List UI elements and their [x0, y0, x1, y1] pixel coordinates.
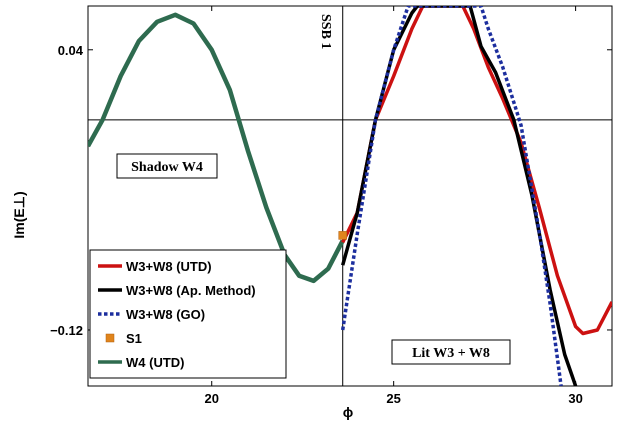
ssb-annotation: SSB 1	[318, 14, 333, 49]
legend-label: S1	[126, 331, 142, 346]
legend-marker	[105, 333, 115, 343]
s1-marker	[338, 231, 347, 240]
lit-annotation-box: Lit W3 + W8	[391, 339, 511, 365]
y-tick-label: −0.12	[50, 323, 83, 338]
series-line	[88, 12, 345, 284]
legend-label: W3+W8 (GO)	[126, 307, 205, 322]
lit-annotation: Lit W3 + W8	[412, 346, 490, 361]
plot-area: 20 25 30 0.04 −0.12	[50, 5, 613, 406]
series-line	[341, 6, 578, 386]
legend-label: W3+W8 (Ap. Method)	[126, 283, 256, 298]
x-tick-label: 30	[568, 391, 582, 406]
y-tick-label: 0.04	[58, 43, 84, 58]
plot-frame	[87, 5, 613, 387]
series-line	[341, 6, 612, 336]
shadow-annotation-box: Shadow W4	[116, 153, 218, 179]
x-tick-label: 20	[204, 391, 218, 406]
shadow-annotation: Shadow W4	[131, 160, 203, 175]
legend: W3+W8 (UTD) W3+W8 (Ap. Method) W3+W8 (GO) S…	[89, 249, 287, 379]
y-axis-label: Im(E⊥)	[11, 191, 27, 238]
series-group	[88, 6, 612, 386]
legend-label: W4 (UTD)	[126, 355, 185, 370]
legend-label: W3+W8 (UTD)	[126, 259, 212, 274]
x-tick-label: 25	[386, 391, 400, 406]
series-line	[340, 6, 563, 386]
x-axis-label: ϕ	[343, 404, 354, 420]
